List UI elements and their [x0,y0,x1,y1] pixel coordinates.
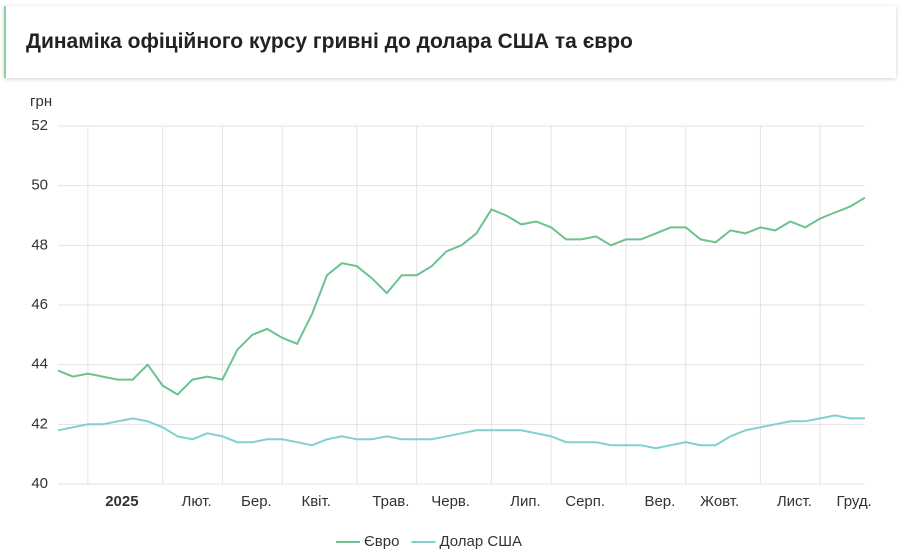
legend-label: Євро [364,533,399,550]
y-tick-label: 40 [31,475,48,492]
x-tick-label: Серп. [565,493,605,510]
x-tick-label: Жовт. [700,493,739,510]
y-tick-label: 52 [31,117,48,134]
y-tick-label: 44 [31,356,48,373]
series-line [57,414,865,450]
y-tick-label: 42 [31,415,48,432]
x-tick-label: 2025 [105,493,138,510]
y-tick-label: 46 [31,296,48,313]
x-tick-label: Лист. [777,493,812,510]
series-line [57,196,866,396]
x-tick-label: Бер. [241,493,272,510]
x-tick-label: Квіт. [301,493,330,510]
x-tick-label: Лют. [182,493,212,510]
x-tick-label: Лип. [510,493,541,510]
y-axis-label: грн [30,93,52,110]
x-tick-label: Вер. [644,493,675,510]
header: Динаміка офіційного курсу гривні до дола… [4,6,896,78]
x-tick-label: Груд. [836,493,871,510]
x-tick-label: Черв. [431,493,470,510]
y-tick-label: 50 [31,177,48,194]
x-tick-label: Трав. [372,493,409,510]
legend-label: Долар США [439,533,522,550]
y-tick-label: 48 [31,236,48,253]
title: Динаміка офіційного курсу гривні до дола… [26,30,633,53]
